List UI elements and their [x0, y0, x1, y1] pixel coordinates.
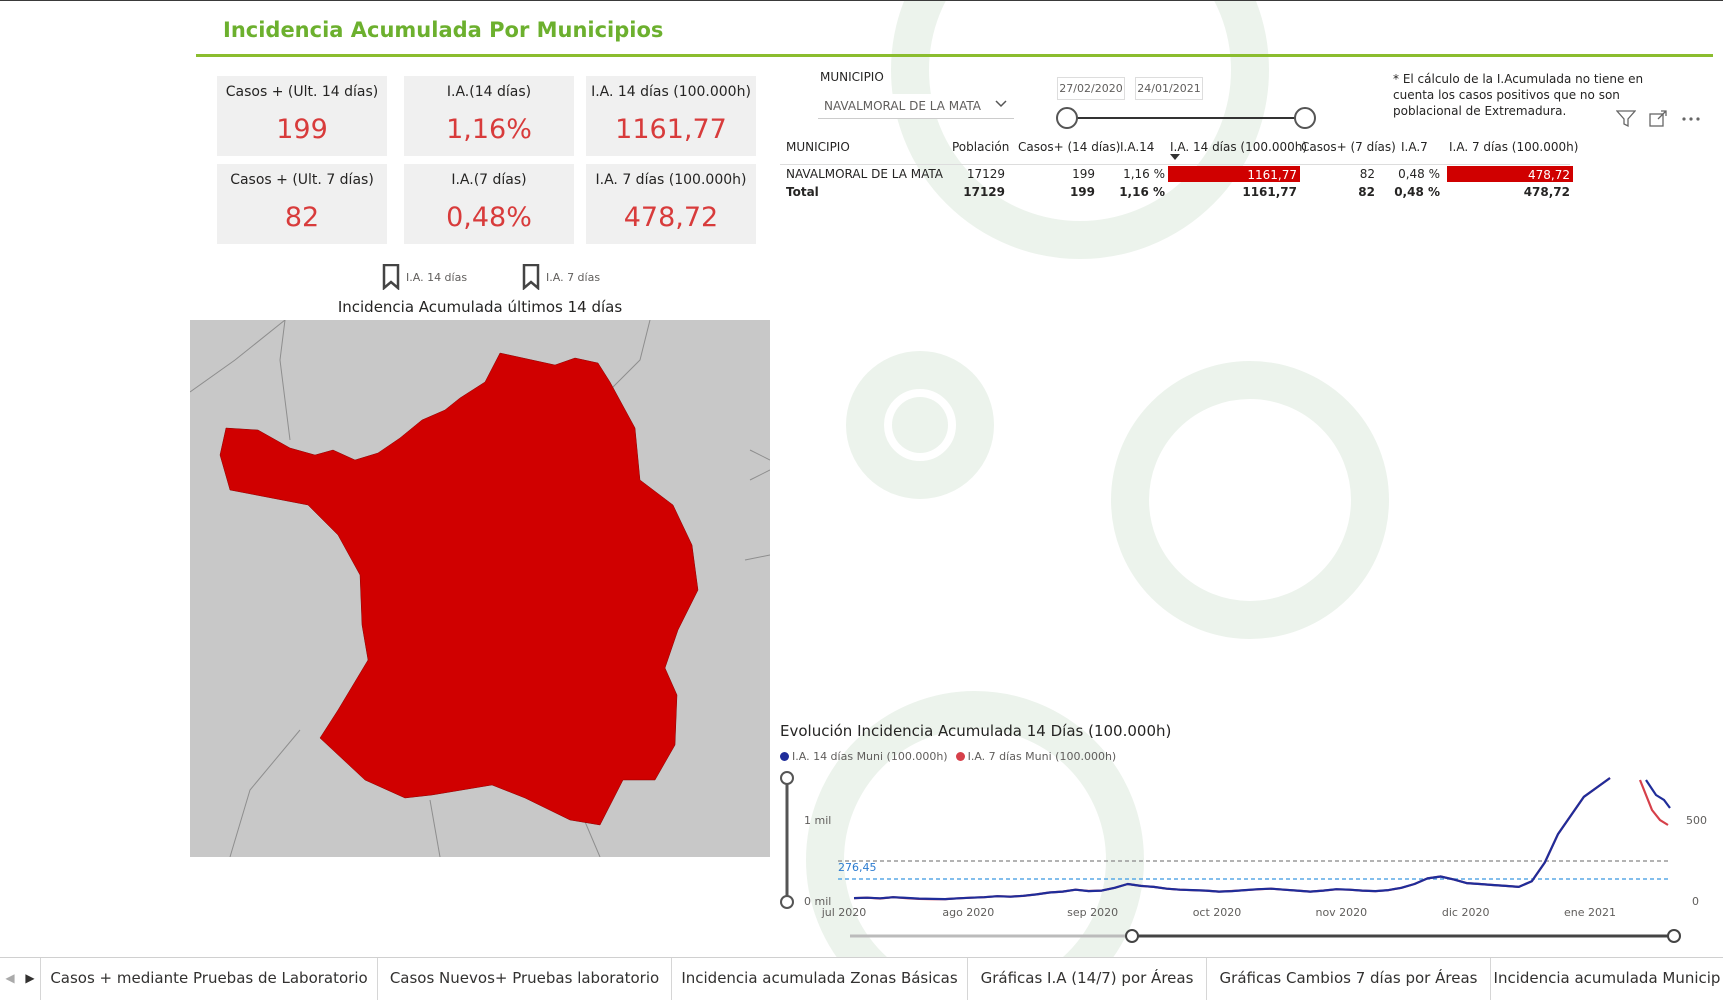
tab-casos-nuevos[interactable]: Casos Nuevos+ Pruebas laboratorio	[378, 958, 672, 1000]
bookmark-ia14-button[interactable]: I.A. 14 días	[382, 264, 467, 290]
kpi-label: I.A. 7 días (100.000h)	[595, 172, 747, 188]
municipio-dropdown[interactable]: NAVALMORAL DE LA MATA	[818, 94, 1014, 119]
total-casos14: 199	[1069, 185, 1095, 199]
col-header-poblacion[interactable]: Población	[952, 140, 1010, 154]
date-start-input[interactable]: 27/02/2020	[1057, 77, 1125, 100]
col-header-casos7[interactable]: Casos+ (7 días)	[1301, 140, 1396, 154]
bookmark-icon	[522, 264, 540, 290]
chevron-down-icon	[995, 100, 1007, 108]
window-top-border	[0, 0, 1723, 1]
tab-graficas-ia-areas[interactable]: Gráficas I.A (14/7) por Áreas	[968, 958, 1207, 1000]
municipality-shape	[219, 352, 699, 826]
cell-casos7: 82	[1359, 167, 1375, 181]
total-casos7: 82	[1358, 185, 1375, 199]
more-options-icon[interactable]	[1680, 110, 1702, 128]
col-header-ia7-100k[interactable]: I.A. 7 días (100.000h)	[1449, 140, 1579, 154]
col-header-casos14[interactable]: Casos+ (14 días)	[1018, 140, 1121, 154]
date-range-slider[interactable]	[1068, 117, 1308, 119]
kpi-label: I.A. 14 días (100.000h)	[591, 84, 751, 100]
total-ia14-100k: 1161,77	[1242, 185, 1297, 199]
chart-title: Evolución Incidencia Acumulada 14 Días (…	[780, 722, 1172, 740]
kpi-label: I.A.(14 días)	[446, 84, 532, 100]
cell-poblacion: 17129	[966, 167, 1005, 181]
kpi-card-ia-14-100k: I.A. 14 días (100.000h) 1161,77	[586, 76, 756, 156]
legend-label: I.A. 14 días Muni (100.000h)	[792, 750, 948, 763]
legend-label: I.A. 7 días Muni (100.000h)	[967, 750, 1117, 763]
cell-municipio: NAVALMORAL DE LA MATA	[786, 167, 943, 181]
chart-legend: I.A. 14 días Muni (100.000h) I.A. 7 días…	[780, 750, 1116, 763]
title-underline	[196, 54, 1713, 57]
total-poblacion: 17129	[963, 185, 1005, 199]
municipality-map[interactable]	[190, 320, 770, 857]
kpi-value: 0,48%	[446, 202, 532, 233]
dropdown-value: NAVALMORAL DE LA MATA	[824, 99, 981, 113]
tab-graficas-cambios[interactable]: Gráficas Cambios 7 días por Áreas	[1207, 958, 1491, 1000]
kpi-card-ia-14: I.A.(14 días) 1,16%	[404, 76, 574, 156]
table-header-row: MUNICIPIO Población Casos+ (14 días) I.A…	[780, 138, 1578, 156]
date-end-input[interactable]: 24/01/2021	[1135, 77, 1203, 100]
kpi-value: 82	[284, 202, 320, 233]
page-tabs-bar: ◀ ▶ Casos + mediante Pruebas de Laborato…	[0, 957, 1723, 1000]
bookmark-ia7-button[interactable]: I.A. 7 días	[522, 264, 600, 290]
page-title: Incidencia Acumulada Por Municipios	[223, 18, 664, 42]
tab-scroll-right-icon[interactable]: ▶	[20, 958, 41, 1000]
cell-ia7-100k: 478,72	[1447, 166, 1573, 182]
map-title: Incidencia Acumulada últimos 14 días	[337, 298, 623, 316]
tab-scroll-left-icon[interactable]: ◀	[5, 971, 15, 985]
kpi-value: 199	[276, 114, 328, 145]
kpi-value: 478,72	[623, 202, 719, 233]
cell-ia7: 0,48 %	[1398, 167, 1440, 181]
kpi-card-casos-7: Casos + (Ult. 7 días) 82	[217, 164, 387, 244]
col-header-ia7[interactable]: I.A.7	[1401, 140, 1428, 154]
table-total-row: Total 17129 199 1,16 % 1161,77 82 0,48 %…	[780, 183, 1570, 201]
date-slider-start-handle[interactable]	[1056, 107, 1078, 129]
kpi-value: 1161,77	[615, 114, 727, 145]
total-ia7-100k: 478,72	[1523, 185, 1570, 199]
municipio-slicer-label: MUNICIPIO	[820, 70, 884, 84]
calculation-note: * El cálculo de la I.Acumulada no tiene …	[1393, 72, 1644, 118]
bookmark-icon	[382, 264, 400, 290]
date-slider-end-handle[interactable]	[1294, 107, 1316, 129]
col-header-ia14[interactable]: I.A.14	[1120, 140, 1155, 154]
sort-descending-icon	[1170, 154, 1180, 160]
legend-item-ia14[interactable]: I.A. 14 días Muni (100.000h)	[780, 750, 948, 763]
filter-icon[interactable]	[1616, 110, 1636, 128]
total-ia14: 1,16 %	[1119, 185, 1165, 199]
cell-ia14-100k: 1161,77	[1168, 166, 1300, 182]
tab-incidencia-municipios[interactable]: Incidencia acumulada Municip	[1491, 958, 1723, 1000]
bookmark-label: I.A. 14 días	[406, 270, 468, 284]
kpi-card-ia-7: I.A.(7 días) 0,48%	[404, 164, 574, 244]
cell-ia14: 1,16 %	[1123, 167, 1165, 181]
tab-incidencia-zonas[interactable]: Incidencia acumulada Zonas Básicas	[672, 958, 968, 1000]
col-header-ia14-100k[interactable]: I.A. 14 días (100.000h)	[1170, 140, 1308, 154]
total-ia7: 0,48 %	[1394, 185, 1440, 199]
table-row[interactable]: NAVALMORAL DE LA MATA 17129 199 1,16 % 1…	[780, 164, 1573, 183]
focus-mode-icon[interactable]	[1648, 110, 1668, 128]
col-header-municipio[interactable]: MUNICIPIO	[786, 140, 850, 154]
kpi-label: I.A.(7 días)	[451, 172, 527, 188]
kpi-card-ia-7-100k: I.A. 7 días (100.000h) 478,72	[586, 164, 756, 244]
total-label: Total	[786, 185, 819, 199]
visual-header-icons	[1616, 110, 1702, 128]
bookmark-label: I.A. 7 días	[546, 270, 601, 284]
tab-casos-laboratorio[interactable]: Casos + mediante Pruebas de Laboratorio	[41, 958, 378, 1000]
kpi-card-casos-14: Casos + (Ult. 14 días) 199	[217, 76, 387, 156]
legend-item-ia7[interactable]: I.A. 7 días Muni (100.000h)	[955, 750, 1117, 763]
cell-casos14: 199	[1072, 167, 1095, 181]
kpi-label: Casos + (Ult. 14 días)	[225, 84, 379, 100]
kpi-value: 1,16%	[446, 114, 532, 145]
kpi-label: Casos + (Ult. 7 días)	[230, 172, 374, 188]
